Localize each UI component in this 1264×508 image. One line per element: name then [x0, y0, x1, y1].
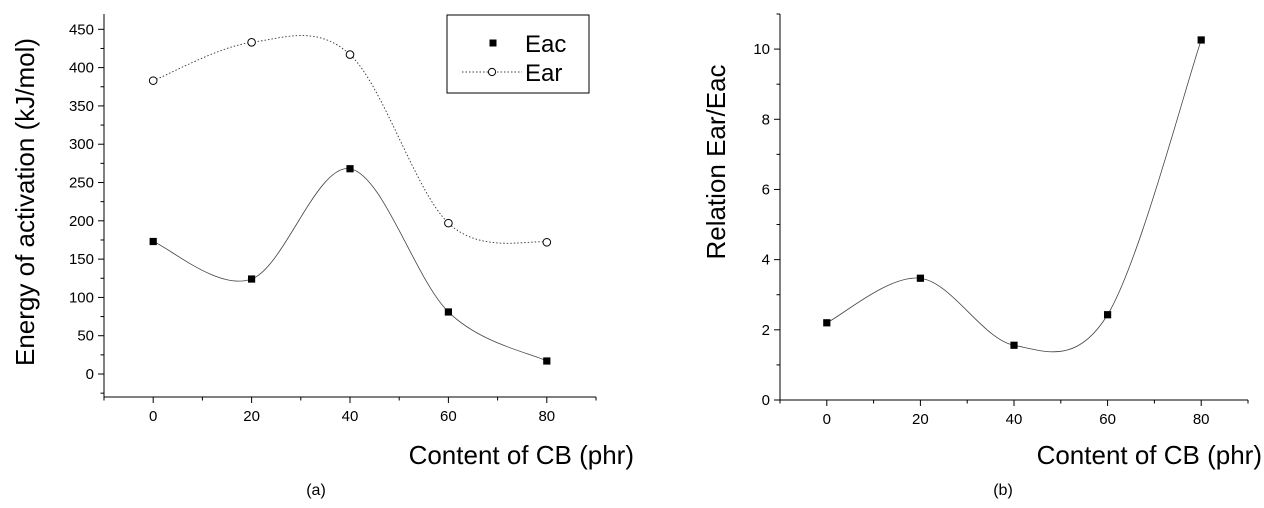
data-point-b-0 — [916, 274, 924, 282]
y-tick-label-a: 350 — [69, 98, 94, 115]
series-curve-b-0 — [826, 39, 1202, 353]
y-tick-label-b: 0 — [762, 392, 770, 409]
x-tick-label-a: 80 — [538, 408, 555, 425]
legend: Eac Ear — [446, 14, 590, 94]
x-tick-label-a: 60 — [440, 408, 457, 425]
data-point-a-eac — [248, 275, 256, 283]
y-tick-label-b: 10 — [753, 41, 770, 58]
data-point-b-0 — [1104, 311, 1112, 319]
data-point-b-0 — [1010, 341, 1018, 349]
x-tick-label-b: 80 — [1193, 411, 1210, 428]
y-tick-label-a: 200 — [69, 213, 94, 230]
chart-panel-b: 0 20 40 60 80 0 2 4 6 8 10 Relation Ear/Eac Conten… — [701, 13, 1262, 499]
data-point-a-ear — [148, 76, 158, 85]
legend-box — [446, 14, 590, 94]
data-point-a-eac — [543, 357, 551, 365]
y-tick-label-a: 50 — [77, 328, 94, 345]
y-axis-title-b: Relation Ear/Eac — [701, 64, 731, 259]
y-tick-label-b: 6 — [762, 181, 770, 198]
x-axis-title-b: Content of CB (phr) — [1037, 440, 1262, 470]
x-tick-label-a: 20 — [243, 408, 260, 425]
y-tick-label-b: 4 — [762, 252, 770, 269]
legend-label-eac: Eac — [525, 31, 566, 58]
legend-marker-ear — [487, 67, 497, 77]
panel-label-b: (b) — [993, 482, 1013, 499]
y-tick-label-a: 0 — [86, 366, 94, 383]
data-point-a-ear — [542, 237, 552, 247]
panel-label-a: (a) — [306, 482, 326, 499]
data-point-b-0 — [1197, 36, 1205, 44]
data-point-a-ear — [444, 218, 453, 228]
legend-label-ear: Ear — [525, 60, 562, 87]
plot-area-b: 0 20 40 60 80 0 2 4 6 8 10 — [753, 13, 1249, 428]
data-point-a-eac — [149, 237, 157, 246]
y-tick-label-a: 250 — [69, 175, 94, 192]
x-tick-label-b: 60 — [1099, 411, 1116, 428]
x-tick-label-a: 0 — [149, 408, 157, 425]
y-tick-label-a: 400 — [69, 60, 94, 77]
x-tick-label-b: 40 — [1006, 411, 1023, 428]
y-tick-label-a: 300 — [69, 136, 94, 153]
y-tick-label-a: 450 — [69, 21, 94, 38]
x-tick-label-a: 40 — [342, 408, 359, 425]
series-curve-a-eac — [153, 168, 547, 362]
chart-panel-a: 0 20 40 60 80 0 50 100 150 200 250 300 350 400 450 Ene… — [10, 14, 634, 499]
x-tick-label-b: 20 — [912, 411, 929, 428]
y-tick-label-b: 8 — [762, 111, 770, 128]
y-tick-label-a: 100 — [69, 289, 94, 306]
plot-area-a: 0 20 40 60 80 0 50 100 150 200 250 300 350 400 450 — [69, 14, 597, 425]
y-tick-label-b: 2 — [762, 322, 770, 339]
data-point-a-ear — [345, 50, 355, 59]
data-point-a-eac — [444, 308, 452, 316]
x-axis-title-a: Content of CB (phr) — [409, 440, 634, 470]
y-axis-title-a: Energy of activation (kJ/mol) — [10, 38, 40, 366]
legend-marker-eac — [489, 39, 497, 47]
data-point-a-eac — [346, 165, 354, 173]
y-tick-label-a: 150 — [69, 251, 94, 268]
data-point-a-ear — [247, 38, 256, 47]
data-point-b-0 — [823, 319, 831, 327]
x-tick-label-b: 0 — [823, 411, 831, 428]
